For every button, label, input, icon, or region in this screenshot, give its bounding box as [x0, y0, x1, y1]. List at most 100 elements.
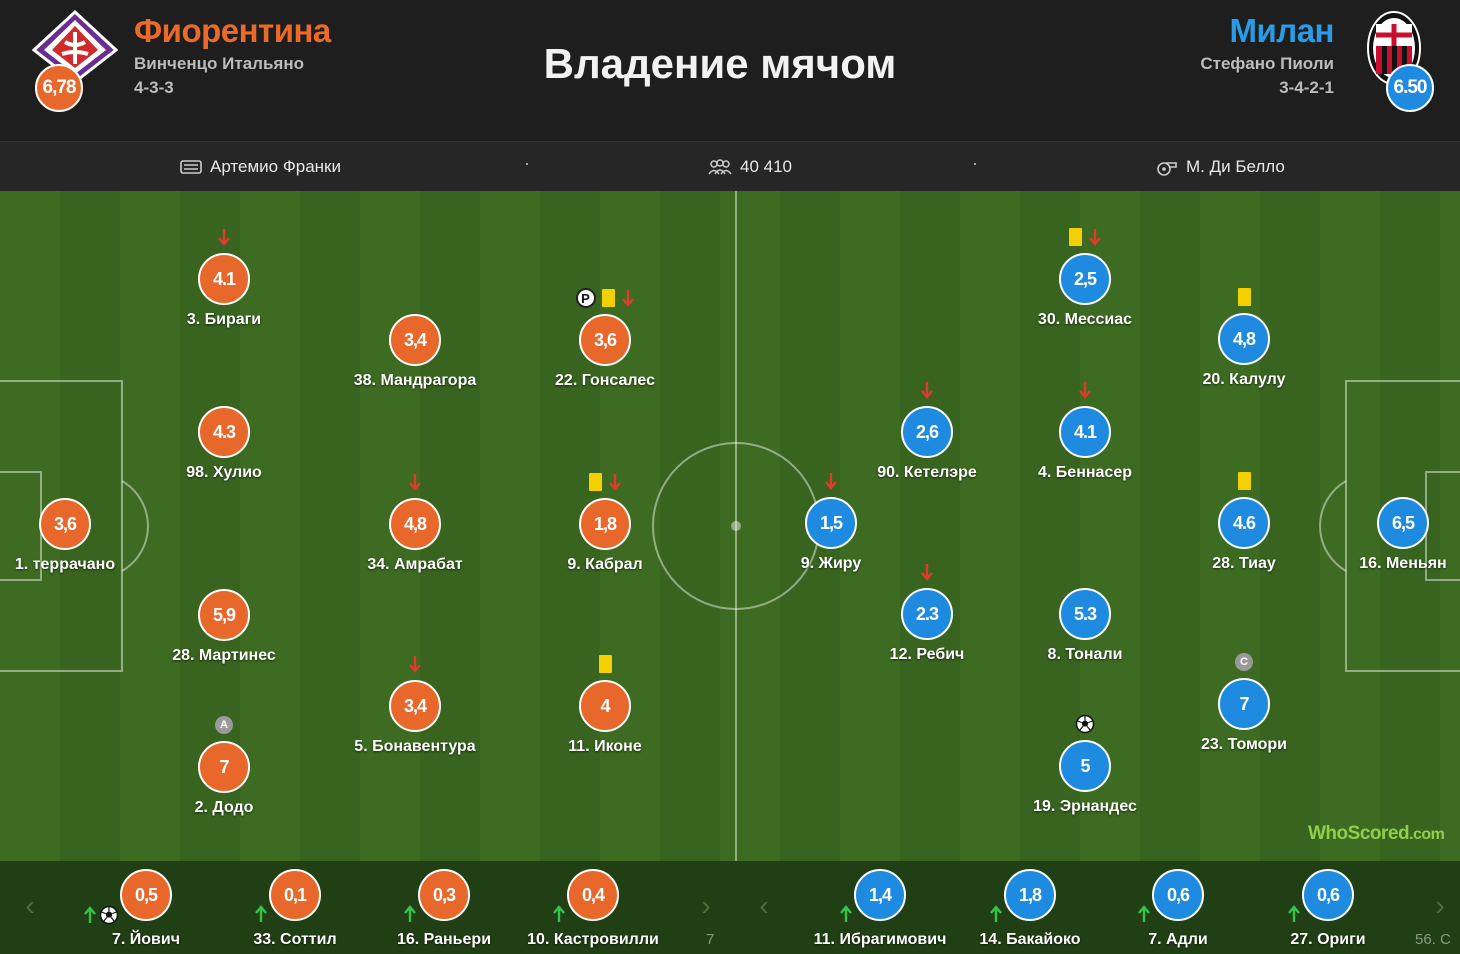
player-name: 8. Тонали	[1047, 646, 1123, 663]
away-player[interactable]: 5 19. Эрнандес	[1015, 714, 1155, 820]
away-bench-prev-button[interactable]: ‹	[759, 890, 769, 921]
home-player[interactable]: P 3,6 22. Гонсалес	[535, 288, 675, 394]
sub-off-arrow-icon	[1088, 229, 1101, 246]
player-badges: C	[1174, 652, 1314, 672]
player-name: 90. Кетелэре	[877, 464, 977, 481]
sub-off-arrow-icon	[608, 474, 621, 491]
home-substitute[interactable]: 0,5 7. Йович	[71, 869, 221, 954]
substitute-icons	[552, 905, 566, 923]
away-player[interactable]: 1,5 9. Жиру	[761, 473, 901, 577]
sub-off-arrow-icon	[218, 229, 230, 246]
player-name: 19. Эрнандес	[1033, 798, 1137, 815]
substitute-rating: 0,3	[418, 869, 470, 921]
substitute-icons	[1137, 905, 1151, 923]
away-substitute[interactable]: 0,6 7. Адли	[1103, 869, 1253, 954]
substitute-icons	[254, 905, 268, 923]
player-badges	[535, 472, 675, 492]
player-rating: 4.1	[1059, 406, 1111, 458]
away-player[interactable]: 6,5 16. Меньян	[1333, 497, 1460, 577]
home-player[interactable]: 4.1 3. Бираги	[154, 229, 294, 333]
crowd-icon	[708, 159, 732, 175]
home-substitute[interactable]: 0,4 10. Кастровилли	[518, 869, 668, 954]
substitute-name: 27. Ориги	[1290, 931, 1366, 948]
home-substitute[interactable]: 0,1 33. Соттил	[220, 869, 370, 954]
away-substitute[interactable]: 1,4 11. Ибрагимович	[805, 869, 955, 954]
player-badges	[857, 380, 997, 400]
player-name: 20. Калулу	[1202, 371, 1286, 388]
player-rating: 2,6	[901, 406, 953, 458]
home-bench-prev-button[interactable]: ‹	[25, 890, 35, 921]
home-bench-next-button[interactable]: ›	[701, 890, 711, 921]
pitch: 3,6 1. террачано 4.1 3. Бираги 4.3 98. Хулио 5…	[0, 191, 1460, 861]
player-rating: 5	[1059, 740, 1111, 792]
whoscored-suffix: .com	[1409, 826, 1445, 843]
away-player[interactable]: 2.3 12. Ребич	[857, 564, 997, 668]
substitute-icons	[403, 905, 417, 923]
player-rating: 6,5	[1377, 497, 1429, 549]
player-badges	[345, 288, 485, 308]
home-team-rating: 6,78	[35, 64, 83, 112]
home-player[interactable]: 4.3 98. Хулио	[154, 406, 294, 486]
substitutes-bar: ‹ › ‹ › 0,5 7. Йович 0,1 33. Соттил 0,3 16. Р…	[0, 861, 1460, 954]
referee-info: М. Ди Белло	[1156, 157, 1285, 177]
away-player[interactable]: 4.6 28. Тиау	[1174, 472, 1314, 577]
home-player[interactable]: 3,4 5. Бонавентура	[345, 656, 485, 760]
away-player[interactable]: 4,8 20. Калулу	[1174, 288, 1314, 393]
player-rating: 4.3	[198, 406, 250, 458]
home-player[interactable]: 4,8 34. Амрабат	[345, 474, 485, 578]
goal-ball-icon	[1075, 714, 1095, 734]
player-rating: 7	[1218, 678, 1270, 730]
away-player[interactable]: 2,5 30. Мессиас	[1015, 228, 1155, 333]
away-bench-next-button[interactable]: ›	[1435, 890, 1445, 921]
player-name: 22. Гонсалес	[555, 372, 655, 389]
yellow-card-icon	[601, 289, 615, 307]
away-player[interactable]: 2,6 90. Кетелэре	[857, 382, 997, 486]
substitute-rating: 1,8	[1004, 869, 1056, 921]
substitute-name: 16. Раньери	[396, 931, 492, 948]
substitute-icons	[1287, 905, 1301, 923]
player-name: 98. Хулио	[186, 464, 262, 481]
home-team-name[interactable]: Фиорентина	[134, 12, 331, 49]
substitute-icons	[839, 905, 853, 923]
penalty-icon: P	[575, 288, 596, 308]
sub-on-arrow-icon	[990, 905, 1002, 922]
away-player[interactable]: C 7 23. Томори	[1174, 653, 1314, 758]
home-player[interactable]: 1,8 9. Кабрал	[535, 473, 675, 578]
player-rating: 2,5	[1059, 253, 1111, 305]
player-rating: 4,8	[1218, 313, 1270, 365]
home-bench-more: 7	[706, 931, 715, 948]
away-substitute[interactable]: 0,6 27. Ориги	[1253, 869, 1403, 954]
home-player[interactable]: 4 11. Иконе	[535, 655, 675, 760]
home-player[interactable]: A 7 2. Додо	[154, 716, 294, 821]
sub-on-arrow-icon	[255, 905, 267, 922]
player-rating: 3,6	[579, 314, 631, 366]
player-badges	[154, 563, 294, 583]
player-name: 12. Ребич	[889, 646, 965, 663]
attendance-value: 40 410	[740, 157, 792, 176]
away-coach: Стефано Пиоли	[1200, 54, 1334, 73]
pitch-markings	[0, 191, 1460, 861]
whoscored-brand: WhoScored	[1308, 823, 1410, 844]
player-rating: 4.6	[1218, 497, 1270, 549]
player-name: 23. Томори	[1200, 736, 1288, 753]
sub-on-arrow-icon	[840, 905, 852, 922]
whoscored-logo[interactable]: WhoScored.com	[1308, 823, 1445, 845]
home-substitute[interactable]: 0,3 16. Раньери	[369, 869, 519, 954]
player-badges	[535, 654, 675, 674]
away-player[interactable]: 5.3 8. Тонали	[1015, 588, 1155, 668]
home-coach: Винченцо Итальяно	[134, 54, 304, 73]
home-player[interactable]: 3,4 38. Мандрагора	[345, 314, 485, 394]
yellow-card-icon	[1237, 288, 1251, 306]
away-player[interactable]: 4.1 4. Беннасер	[1015, 382, 1155, 486]
home-player[interactable]: 5,9 28. Мартинес	[154, 589, 294, 669]
sub-off-arrow-icon	[409, 656, 421, 673]
away-team-name[interactable]: Милан	[1229, 12, 1334, 49]
player-name: 5. Бонавентура	[354, 738, 476, 755]
home-player[interactable]: 3,6 1. террачано	[0, 498, 135, 578]
player-name: 30. Мессиас	[1037, 311, 1133, 328]
player-rating: 1,8	[579, 498, 631, 550]
player-badges	[857, 562, 997, 582]
player-badges: A	[154, 715, 294, 735]
sub-on-arrow-icon	[1138, 905, 1150, 922]
away-substitute[interactable]: 1,8 14. Бакайоко	[955, 869, 1105, 954]
